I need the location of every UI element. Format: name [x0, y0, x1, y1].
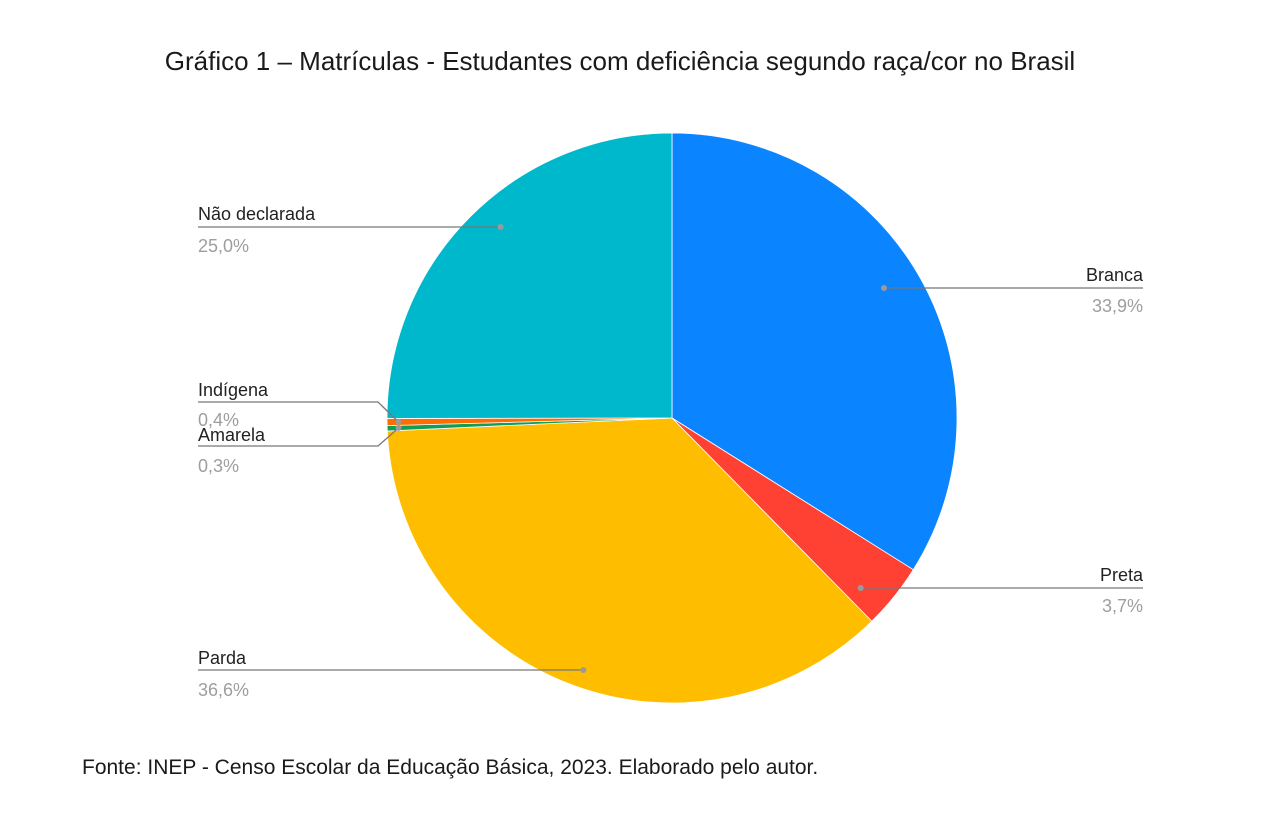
- slice-value-amarela: 0,3%: [198, 456, 239, 476]
- pie-slice-branca: [671, 132, 958, 571]
- slice-value-preta: 3,7%: [1102, 596, 1143, 616]
- slice-value-branca: 33,9%: [1092, 296, 1143, 316]
- slice-value-nao-declarada: 25,0%: [198, 236, 249, 256]
- slice-label-branca: Branca: [1086, 265, 1144, 285]
- chart-title: Gráfico 1 – Matrículas - Estudantes com …: [164, 46, 1076, 76]
- slice-value-indigena: 0,4%: [198, 410, 239, 430]
- pie-slice-nao-declarada: [386, 132, 673, 419]
- leader-dot-parda: [580, 667, 587, 673]
- leader-dot-preta: [857, 585, 864, 591]
- slice-label-preta: Preta: [1100, 565, 1144, 585]
- leader-line-amarela: [198, 427, 400, 447]
- pie-slice-parda: [386, 417, 873, 704]
- leader-dot-indigena: [395, 418, 402, 425]
- slice-label-indigena: Indígena: [198, 380, 269, 400]
- leader-dot-nao-declarada: [497, 224, 504, 230]
- slice-label-parda: Parda: [198, 648, 247, 668]
- slice-label-amarela: Amarela: [198, 425, 266, 445]
- leader-dot-branca: [881, 285, 887, 291]
- leader-dot-amarela: [395, 424, 402, 431]
- slice-value-parda: 36,6%: [198, 680, 249, 700]
- leader-line-indigena: [198, 401, 399, 423]
- source-note: Fonte: INEP - Censo Escolar da Educação …: [82, 756, 819, 779]
- slice-label-nao-declarada: Não declarada: [198, 204, 316, 224]
